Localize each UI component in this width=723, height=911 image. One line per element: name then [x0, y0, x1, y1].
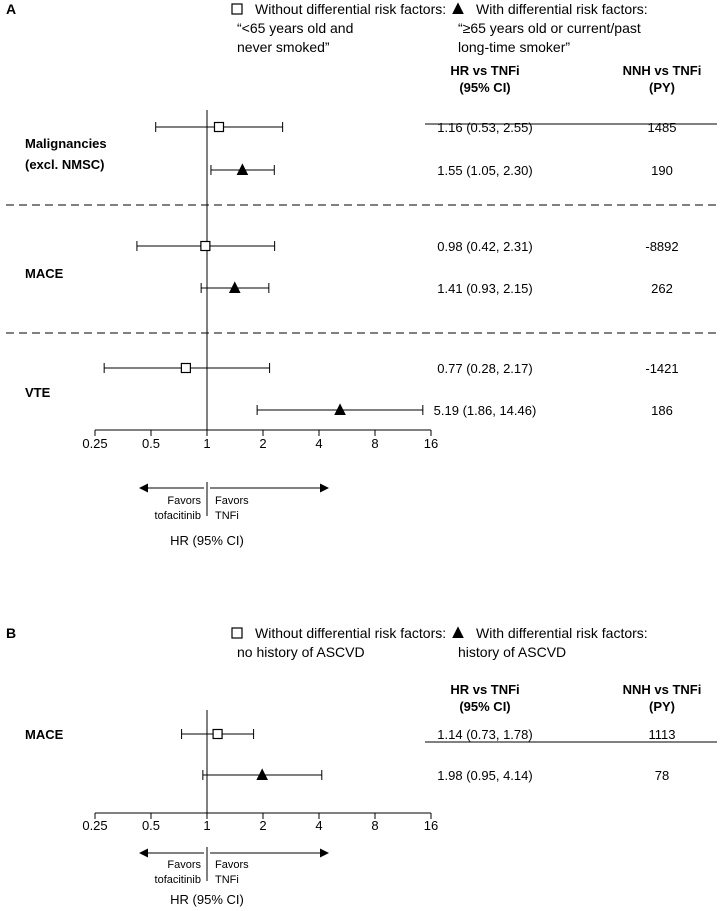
hr-value: 1.16 (0.53, 2.55) — [437, 120, 532, 135]
x-tick-label: 0.25 — [82, 436, 107, 451]
nnh-column-header: NNH vs TNFi — [623, 63, 702, 78]
legend-with-text: With differential risk factors: — [476, 625, 648, 641]
favors-right-arrowhead — [320, 483, 329, 493]
x-tick-label: 16 — [424, 818, 438, 833]
nnh-value: -8892 — [645, 239, 678, 254]
hr-column-header: HR vs TNFi — [450, 63, 519, 78]
outcome-label: (excl. NMSC) — [25, 157, 104, 172]
outcome-label: MACE — [25, 727, 64, 742]
x-tick-label: 2 — [259, 436, 266, 451]
legend-with-text: long-time smoker” — [458, 39, 570, 55]
legend-filled-triangle-icon — [452, 2, 464, 14]
hr-point-triangle — [228, 281, 241, 293]
hr-value: 1.41 (0.93, 2.15) — [437, 281, 532, 296]
legend-without-text: Without differential risk factors: — [255, 1, 446, 17]
nnh-value: 1485 — [648, 120, 677, 135]
hr-point-triangle — [236, 163, 249, 175]
x-tick-label: 4 — [315, 818, 322, 833]
favors-right-label: Favors — [215, 495, 249, 507]
hr-point-square — [180, 362, 191, 374]
x-tick-label: 1 — [203, 818, 210, 833]
panel-b: B Without differential risk factors: no hi… — [6, 625, 717, 907]
hr-point-square — [213, 121, 225, 133]
nnh-column-header: NNH vs TNFi — [623, 682, 702, 697]
outcome-label: Malignancies — [25, 136, 107, 151]
hr-value: 1.98 (0.95, 4.14) — [437, 768, 532, 783]
nnh-value: 186 — [651, 403, 673, 418]
hr-point-square — [200, 240, 211, 252]
x-tick-label: 4 — [315, 436, 322, 451]
panel-label: B — [6, 625, 16, 641]
nnh-column-header: (PY) — [649, 80, 675, 95]
favors-left-arrowhead — [139, 848, 148, 858]
x-axis-label: HR (95% CI) — [170, 892, 244, 907]
nnh-column-header: (PY) — [649, 699, 675, 714]
favors-left-arrowhead — [139, 483, 148, 493]
hr-value: 1.14 (0.73, 1.78) — [437, 727, 532, 742]
legend-without-text: never smoked” — [237, 39, 330, 55]
legend-without-text: no history of ASCVD — [237, 644, 365, 660]
nnh-value: 190 — [651, 163, 673, 178]
hr-value: 5.19 (1.86, 14.46) — [434, 403, 537, 418]
favors-right-arrowhead — [320, 848, 329, 858]
hr-point-triangle — [334, 403, 346, 415]
nnh-value: -1421 — [645, 361, 678, 376]
x-tick-label: 0.5 — [142, 818, 160, 833]
favors-right-label: Favors — [215, 859, 249, 871]
x-axis-label: HR (95% CI) — [170, 533, 244, 548]
x-tick-label: 8 — [371, 818, 378, 833]
legend-with-text: “≥65 years old or current/past — [458, 20, 641, 36]
favors-left-label: tofacitinib — [155, 510, 201, 522]
x-tick-label: 16 — [424, 436, 438, 451]
hr-value: 0.77 (0.28, 2.17) — [437, 361, 532, 376]
panel-a: A Without differential risk factors: “<65 … — [6, 1, 717, 548]
favors-right-label: TNFi — [215, 510, 239, 522]
favors-left-label: tofacitinib — [155, 874, 201, 886]
x-tick-label: 0.25 — [82, 818, 107, 833]
legend-filled-triangle-icon — [452, 626, 464, 638]
favors-right-label: TNFi — [215, 874, 239, 886]
outcome-label: MACE — [25, 266, 64, 281]
legend-with-text: history of ASCVD — [458, 644, 566, 660]
hr-column-header: HR vs TNFi — [450, 682, 519, 697]
x-tick-label: 2 — [259, 818, 266, 833]
hr-value: 0.98 (0.42, 2.31) — [437, 239, 532, 254]
x-tick-label: 8 — [371, 436, 378, 451]
hr-value: 1.55 (1.05, 2.30) — [437, 163, 532, 178]
legend-without-text: “<65 years old and — [237, 20, 353, 36]
legend-with-text: With differential risk factors: — [476, 1, 648, 17]
nnh-value: 1113 — [649, 727, 676, 742]
hr-point-triangle — [256, 768, 268, 780]
favors-left-label: Favors — [167, 859, 201, 871]
hr-point-square — [212, 728, 223, 740]
panel-label: A — [6, 1, 16, 17]
hr-column-header: (95% CI) — [459, 699, 510, 714]
nnh-value: 262 — [651, 281, 673, 296]
legend-without-text: Without differential risk factors: — [255, 625, 446, 641]
legend-open-square-icon — [231, 3, 243, 15]
legend-open-square-icon — [231, 627, 243, 639]
x-tick-label: 0.5 — [142, 436, 160, 451]
hr-column-header: (95% CI) — [459, 80, 510, 95]
favors-left-label: Favors — [167, 495, 201, 507]
outcome-label: VTE — [25, 385, 51, 400]
nnh-value: 78 — [655, 768, 669, 783]
x-tick-label: 1 — [203, 436, 210, 451]
